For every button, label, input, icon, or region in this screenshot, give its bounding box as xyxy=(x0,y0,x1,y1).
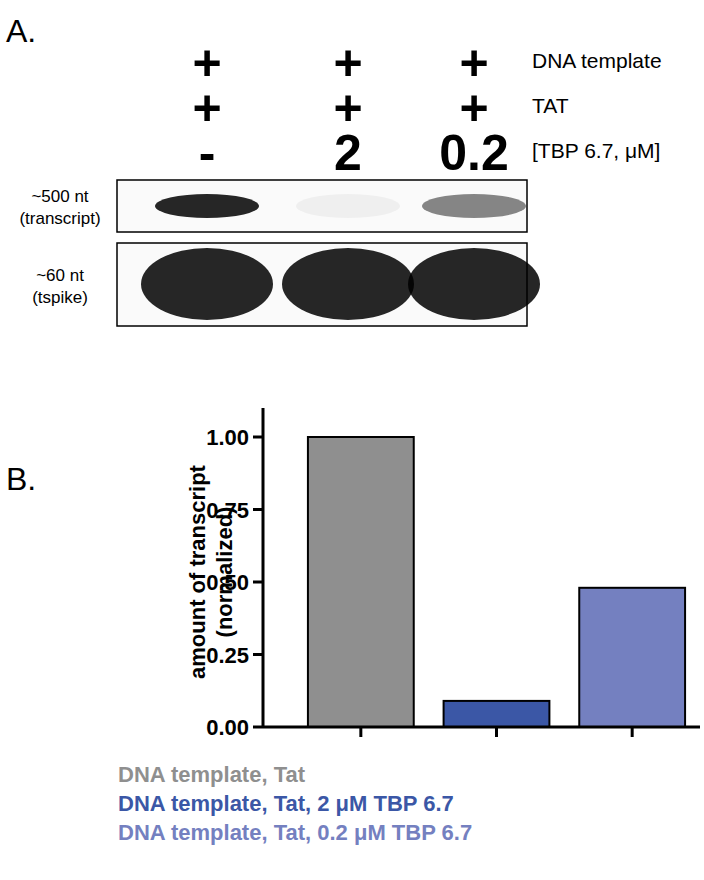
y-axis xyxy=(262,408,265,727)
condition-label: [TBP 6.7, μM] xyxy=(532,139,660,162)
condition-label: TAT xyxy=(532,94,569,117)
gel-band xyxy=(296,194,400,218)
y-axis-label-line: amount of transcript xyxy=(185,464,210,679)
band-label: ~500 nt xyxy=(31,187,88,206)
bar xyxy=(444,701,550,727)
gel-strip xyxy=(117,180,527,232)
x-tick xyxy=(359,727,362,737)
y-tick xyxy=(253,508,263,511)
y-tick-label: 0.00 xyxy=(206,715,249,740)
y-tick xyxy=(253,653,263,656)
condition-sign: 2 xyxy=(334,125,362,181)
condition-sign: 0.2 xyxy=(439,125,509,181)
band-label: (tspike) xyxy=(32,288,88,307)
x-axis xyxy=(263,726,700,729)
band-label: (transcript) xyxy=(19,209,100,228)
category-label: DNA template, Tat xyxy=(118,762,306,787)
bar xyxy=(579,588,685,727)
bar xyxy=(308,437,414,727)
gel-band xyxy=(155,194,259,218)
condition-label: DNA template xyxy=(532,49,662,72)
y-axis-label-line: (normalized) xyxy=(212,507,237,638)
category-label: DNA template, Tat, 2 μM TBP 6.7 xyxy=(118,791,454,816)
y-tick xyxy=(253,436,263,439)
bars xyxy=(308,437,685,727)
y-tick-label: 1.00 xyxy=(206,425,249,450)
y-axis-label: amount of transcript(normalized) xyxy=(185,464,237,679)
x-tick xyxy=(495,727,498,737)
gel-band xyxy=(141,248,273,320)
gel-band xyxy=(408,248,540,320)
y-tick xyxy=(253,726,263,729)
y-tick xyxy=(253,581,263,584)
band-label: ~60 nt xyxy=(36,266,84,285)
panel-label: A. xyxy=(6,13,36,49)
panel-label: B. xyxy=(6,461,36,497)
condition-sign: - xyxy=(199,125,216,181)
gel-band xyxy=(282,248,414,320)
gel-band xyxy=(422,194,526,218)
y-tick-label: 0.25 xyxy=(206,643,249,668)
figure: A.+++DNA template+++TAT-20.2[TBP 6.7, μM… xyxy=(0,0,704,880)
category-label: DNA template, Tat, 0.2 μM TBP 6.7 xyxy=(118,820,472,845)
x-tick xyxy=(631,727,634,737)
